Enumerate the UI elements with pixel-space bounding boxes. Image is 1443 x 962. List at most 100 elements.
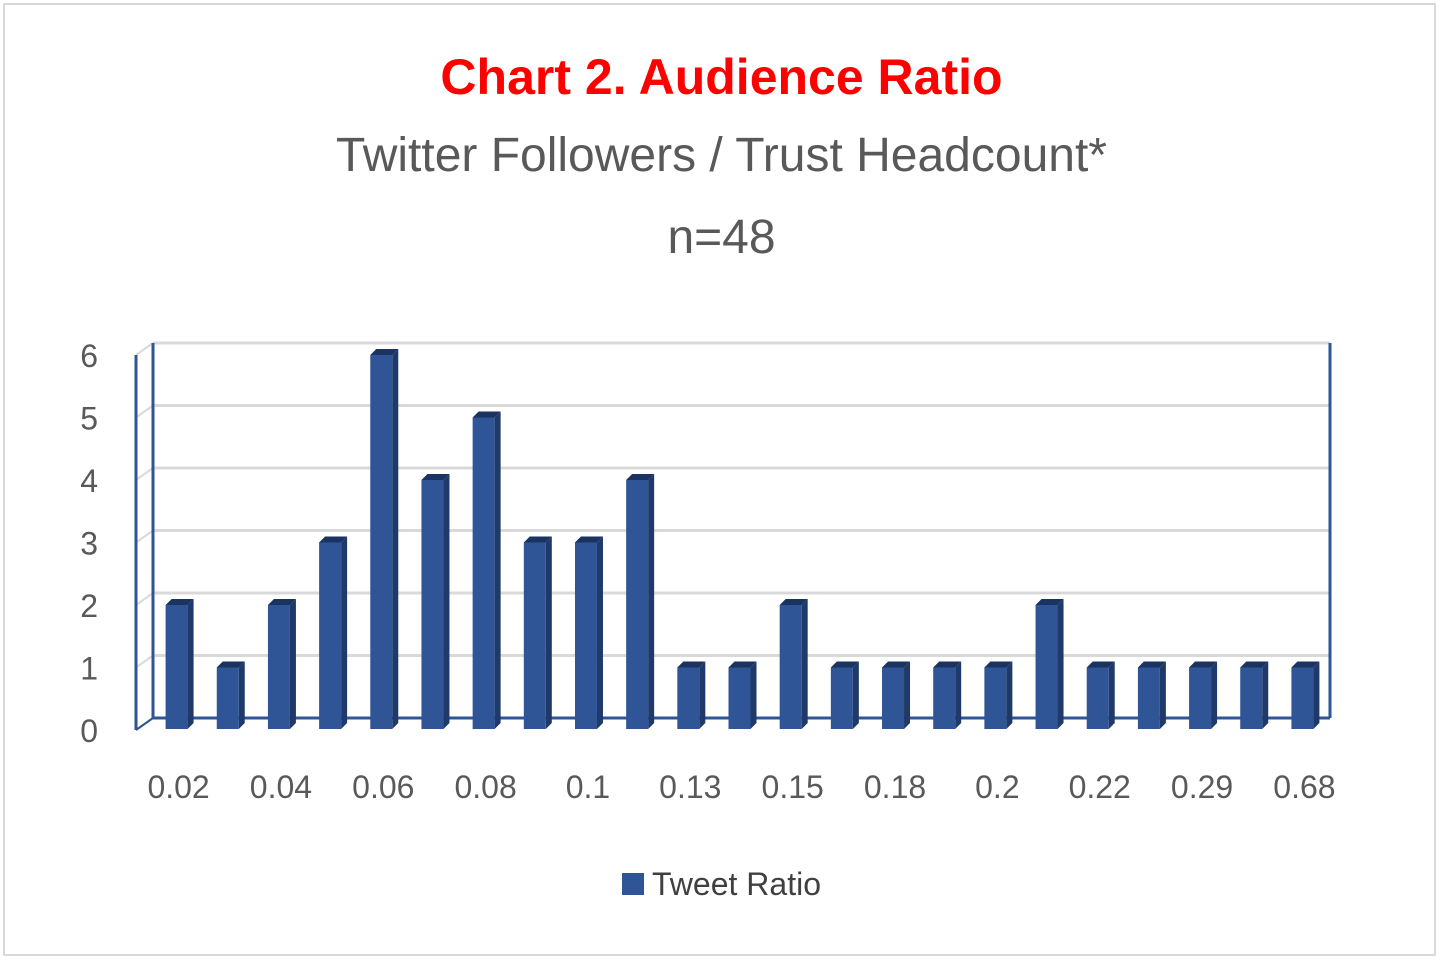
gridline-side bbox=[135, 592, 154, 606]
chart-frame bbox=[3, 3, 1436, 956]
bar-side bbox=[596, 536, 603, 729]
y-tick-label: 4 bbox=[80, 463, 98, 499]
bar bbox=[370, 355, 393, 729]
gridline-side bbox=[135, 529, 154, 544]
bar bbox=[165, 605, 188, 729]
bar bbox=[421, 480, 444, 729]
y-tick-label: 5 bbox=[80, 401, 98, 437]
bar-side bbox=[494, 411, 501, 729]
gridline-side bbox=[135, 467, 154, 481]
bar-top bbox=[882, 661, 911, 668]
bar-top bbox=[165, 599, 194, 605]
x-tick-label: 0.04 bbox=[250, 769, 312, 805]
x-tick-label: 0.06 bbox=[352, 769, 414, 805]
bar-top bbox=[933, 661, 962, 668]
bar-top bbox=[1240, 661, 1269, 668]
bar-top bbox=[830, 661, 859, 668]
bar-side bbox=[750, 661, 757, 729]
bar bbox=[216, 667, 239, 729]
bar-side bbox=[1108, 661, 1115, 729]
bar-side bbox=[801, 599, 808, 729]
bar-side bbox=[1057, 599, 1064, 729]
bar-top bbox=[1291, 661, 1320, 668]
bar-top bbox=[523, 536, 552, 543]
bar bbox=[1240, 667, 1263, 729]
bar-top bbox=[574, 536, 603, 543]
bar-top bbox=[216, 661, 245, 668]
x-tick-label: 0.1 bbox=[566, 769, 610, 805]
bar-side bbox=[1006, 661, 1013, 729]
bar bbox=[626, 480, 649, 729]
bar-top bbox=[472, 411, 501, 418]
bar bbox=[882, 667, 905, 729]
bar-side bbox=[955, 661, 962, 729]
bar-top bbox=[626, 474, 655, 480]
bar-side bbox=[341, 536, 348, 729]
bar bbox=[728, 667, 751, 729]
bar-top bbox=[984, 661, 1013, 668]
legend-label: Tweet Ratio bbox=[652, 866, 821, 902]
x-tick-label: 0.02 bbox=[147, 769, 209, 805]
y-tick-label: 6 bbox=[80, 338, 98, 374]
bar bbox=[984, 667, 1007, 729]
x-tick-label: 0.29 bbox=[1171, 769, 1233, 805]
bar-top bbox=[1189, 661, 1218, 668]
bar bbox=[1291, 667, 1314, 729]
bar-top bbox=[319, 536, 348, 543]
bar-side bbox=[1211, 661, 1218, 729]
bar-top bbox=[267, 599, 296, 605]
bar bbox=[472, 417, 495, 729]
bar-side bbox=[289, 599, 296, 729]
bar-side bbox=[238, 661, 245, 729]
bar bbox=[1086, 667, 1109, 729]
bar-side bbox=[545, 536, 552, 729]
bar bbox=[319, 542, 342, 729]
bar bbox=[267, 605, 290, 729]
bar bbox=[1189, 667, 1212, 729]
x-tick-label: 0.18 bbox=[864, 769, 926, 805]
y-tick-label: 3 bbox=[80, 526, 98, 562]
x-tick-label: 0.2 bbox=[975, 769, 1019, 805]
bar-top bbox=[1035, 599, 1064, 605]
bar bbox=[523, 542, 546, 729]
gridline-side bbox=[135, 342, 154, 356]
gridline-side bbox=[135, 404, 154, 419]
y-tick-label: 1 bbox=[80, 651, 98, 687]
x-tick-label: 0.13 bbox=[659, 769, 721, 805]
bar bbox=[779, 605, 802, 729]
x-axis-corner bbox=[135, 717, 154, 731]
x-tick-label: 0.68 bbox=[1273, 769, 1335, 805]
x-tick-label: 0.15 bbox=[762, 769, 824, 805]
x-tick-label: 0.22 bbox=[1069, 769, 1131, 805]
bar bbox=[677, 667, 700, 729]
bar bbox=[1137, 667, 1160, 729]
bar-side bbox=[699, 661, 706, 729]
bar-side bbox=[1313, 661, 1320, 729]
bar-side bbox=[1262, 661, 1269, 729]
bar-top bbox=[728, 661, 757, 668]
bar-side bbox=[648, 474, 655, 729]
legend: Tweet Ratio bbox=[0, 866, 1443, 903]
x-tick-label: 0.08 bbox=[454, 769, 516, 805]
bar bbox=[574, 542, 597, 729]
bar-side bbox=[443, 474, 450, 729]
chart-title: Chart 2. Audience Ratio bbox=[440, 49, 1003, 105]
gridline-side bbox=[135, 654, 154, 669]
bar-top bbox=[421, 474, 450, 480]
legend-swatch bbox=[622, 872, 645, 895]
bar-top bbox=[1137, 661, 1166, 668]
bar-side bbox=[187, 599, 194, 729]
bar bbox=[1035, 605, 1058, 729]
bar-top bbox=[1086, 661, 1115, 668]
bar-side bbox=[852, 661, 859, 729]
sample-size-label: n=48 bbox=[667, 211, 776, 264]
chart-subtitle: Twitter Followers / Trust Headcount* bbox=[336, 129, 1107, 182]
bar-side bbox=[1159, 661, 1166, 729]
bar-side bbox=[392, 349, 399, 729]
bar-top bbox=[779, 599, 808, 605]
bar-side bbox=[904, 661, 911, 729]
y-tick-label: 0 bbox=[80, 713, 98, 749]
bar bbox=[830, 667, 853, 729]
bar-top bbox=[677, 661, 706, 668]
